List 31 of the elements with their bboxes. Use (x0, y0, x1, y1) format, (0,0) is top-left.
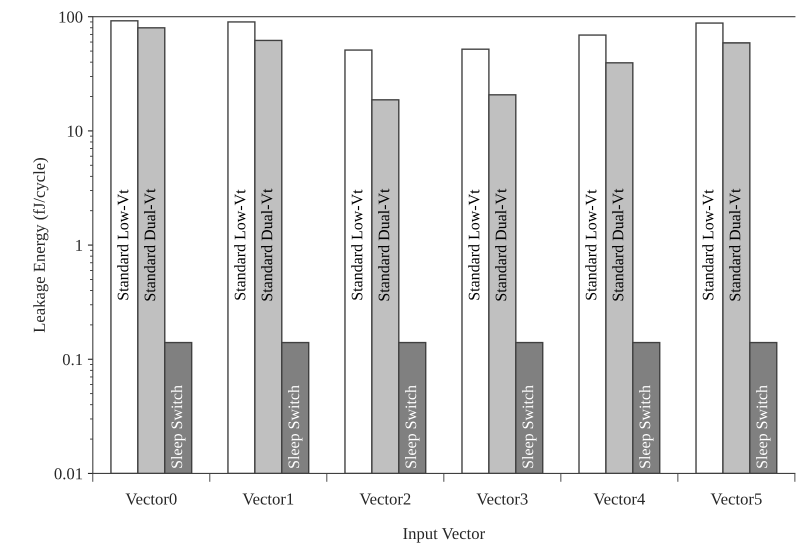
x-tick-label: Vector0 (126, 493, 177, 505)
x-tick-label: Vector1 (242, 493, 294, 505)
text: Sleep Switch (639, 385, 654, 468)
text: Standard Dual-Vt (495, 188, 506, 301)
text: Standard Dual-Vt (144, 188, 156, 301)
y-tick-label: 0.1 (62, 354, 82, 366)
text: Standard Low-Vt (702, 190, 714, 300)
text: Standard Dual-Vt (378, 188, 390, 301)
text: Sleep Switch (756, 385, 771, 468)
series-label: Sleep Switch (170, 385, 186, 468)
text: Sleep Switch (522, 385, 537, 468)
text: Sleep Switch (288, 385, 302, 468)
text: Standard Low-Vt (351, 190, 363, 300)
text: Sleep Switch (405, 385, 420, 468)
x-tick-label: Vector2 (360, 493, 410, 505)
x-tick-label: Vector3 (476, 493, 528, 505)
y-tick-label: 1 (76, 240, 82, 251)
y-tick-label: 0.01 (54, 468, 82, 480)
y-axis-title: Leakage Energy (fJ/cycle) (33, 158, 48, 332)
x-tick-label: Vector5 (710, 494, 762, 505)
x-tick-label: Vector4 (594, 493, 646, 505)
text: Standard Low-Vt (468, 190, 480, 300)
x-axis-title: Input Vector (403, 528, 485, 543)
y-tick-label: 100 (60, 11, 82, 23)
series-label: Standard Dual-Vt (261, 188, 272, 301)
text: Standard Dual-Vt (729, 188, 740, 301)
series-label: Standard Low-Vt (234, 190, 246, 300)
text: Standard Low-Vt (585, 190, 597, 300)
text: Standard Low-Vt (117, 190, 128, 300)
y-tick-label: 10 (68, 126, 82, 137)
text: Standard Dual-Vt (612, 188, 624, 301)
